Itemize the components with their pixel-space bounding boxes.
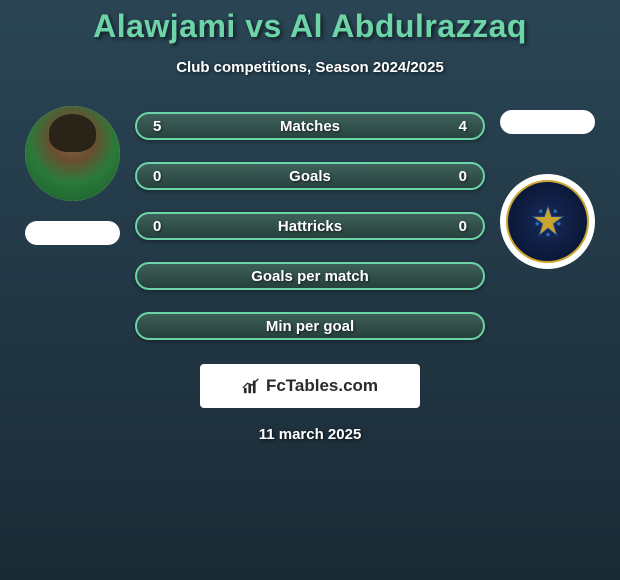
- stats-column: 5 Matches 4 0 Goals 0 0 Hattricks 0 Goal…: [135, 106, 485, 340]
- date-label: 11 march 2025: [259, 426, 362, 443]
- stat-label: Goals: [289, 168, 331, 185]
- stat-right-value: 4: [459, 118, 467, 135]
- stat-row-goals-per-match: Goals per match: [135, 262, 485, 290]
- stat-right-value: 0: [459, 168, 467, 185]
- right-player-column: [495, 106, 600, 269]
- stat-right-value: 0: [459, 218, 467, 235]
- comparison-card: Alawjami vs Al Abdulrazzaq Club competit…: [0, 0, 620, 443]
- content-row: 5 Matches 4 0 Goals 0 0 Hattricks 0 Goal…: [0, 106, 620, 340]
- stat-row-hattricks: 0 Hattricks 0: [135, 212, 485, 240]
- brand-text: FcTables.com: [266, 376, 378, 396]
- left-player-photo: [25, 106, 120, 201]
- stat-left-value: 0: [153, 218, 161, 235]
- stat-row-min-per-goal: Min per goal: [135, 312, 485, 340]
- stat-label: Matches: [280, 118, 340, 135]
- brand-watermark: FcTables.com: [200, 364, 420, 408]
- stat-left-value: 0: [153, 168, 161, 185]
- stat-label: Goals per match: [251, 268, 369, 285]
- stat-label: Min per goal: [266, 318, 354, 335]
- left-player-flag: [25, 221, 120, 245]
- right-player-flag: [500, 110, 595, 134]
- right-player-club-badge: [500, 174, 595, 269]
- subtitle: Club competitions, Season 2024/2025: [176, 59, 444, 76]
- chart-icon: [242, 377, 262, 395]
- stat-row-goals: 0 Goals 0: [135, 162, 485, 190]
- stat-label: Hattricks: [278, 218, 342, 235]
- stat-row-matches: 5 Matches 4: [135, 112, 485, 140]
- club-badge-inner: [506, 180, 589, 263]
- left-player-avatar: [25, 106, 120, 201]
- stat-left-value: 5: [153, 118, 161, 135]
- star-icon: [530, 204, 566, 240]
- left-player-column: [20, 106, 125, 245]
- page-title: Alawjami vs Al Abdulrazzaq: [93, 8, 527, 45]
